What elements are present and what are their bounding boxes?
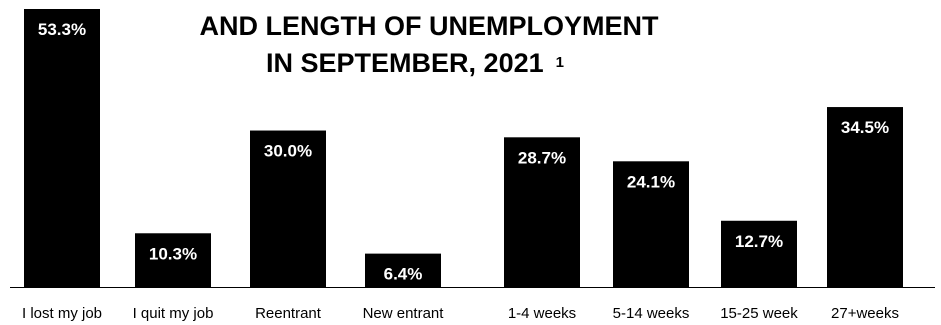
bar-27-plus-weeks: [827, 107, 903, 288]
bars-group: [24, 9, 903, 288]
x-tick-label-lost-job: I lost my job: [22, 305, 102, 322]
value-label-reentrant: 30.0%: [264, 142, 312, 161]
x-tick-label-27-plus-weeks: 27+weeks: [831, 305, 899, 322]
value-label-1-4-weeks: 28.7%: [518, 148, 566, 167]
value-label-new-entrant: 6.4%: [384, 265, 423, 284]
value-label-15-25-week: 12.7%: [735, 232, 783, 251]
x-tick-label-5-14-weeks: 5-14 weeks: [613, 305, 690, 322]
x-tick-label-15-25-week: 15-25 week: [720, 305, 798, 322]
x-tick-label-quit-job: I quit my job: [133, 305, 214, 322]
bar-5-14-weeks: [613, 161, 689, 287]
bar-1-4-weeks: [504, 137, 580, 287]
bar-new-entrant: [365, 253, 441, 287]
value-label-lost-job: 53.3%: [38, 20, 86, 39]
x-tick-label-1-4-weeks: 1-4 weeks: [508, 305, 576, 322]
chart-title-line-1: AND LENGTH OF UNEMPLOYMENT: [200, 11, 659, 41]
chart-title-footnote: 1: [556, 54, 564, 71]
bar-quit-job: [135, 233, 211, 287]
x-tick-label-new-entrant: New entrant: [363, 305, 445, 322]
tick-labels-group: I lost my job I quit my job Reentrant New e…: [22, 305, 899, 322]
bar-15-25-week: [721, 220, 797, 287]
bar-reentrant: [250, 130, 326, 287]
value-label-5-14-weeks: 24.1%: [627, 172, 675, 191]
chart-title-line-2: IN SEPTEMBER, 2021 1: [266, 48, 564, 78]
value-labels-group: 53.3% 10.3% 30.0% 6.4% 28.7% 24.1% 12.7% 34.5%: [38, 20, 889, 284]
x-tick-label-reentrant: Reentrant: [255, 305, 322, 322]
chart-title-line-2-text: IN SEPTEMBER, 2021: [266, 48, 544, 78]
value-label-quit-job: 10.3%: [149, 244, 197, 263]
bar-lost-job: [24, 9, 100, 287]
value-label-27-plus-weeks: 34.5%: [841, 118, 889, 137]
